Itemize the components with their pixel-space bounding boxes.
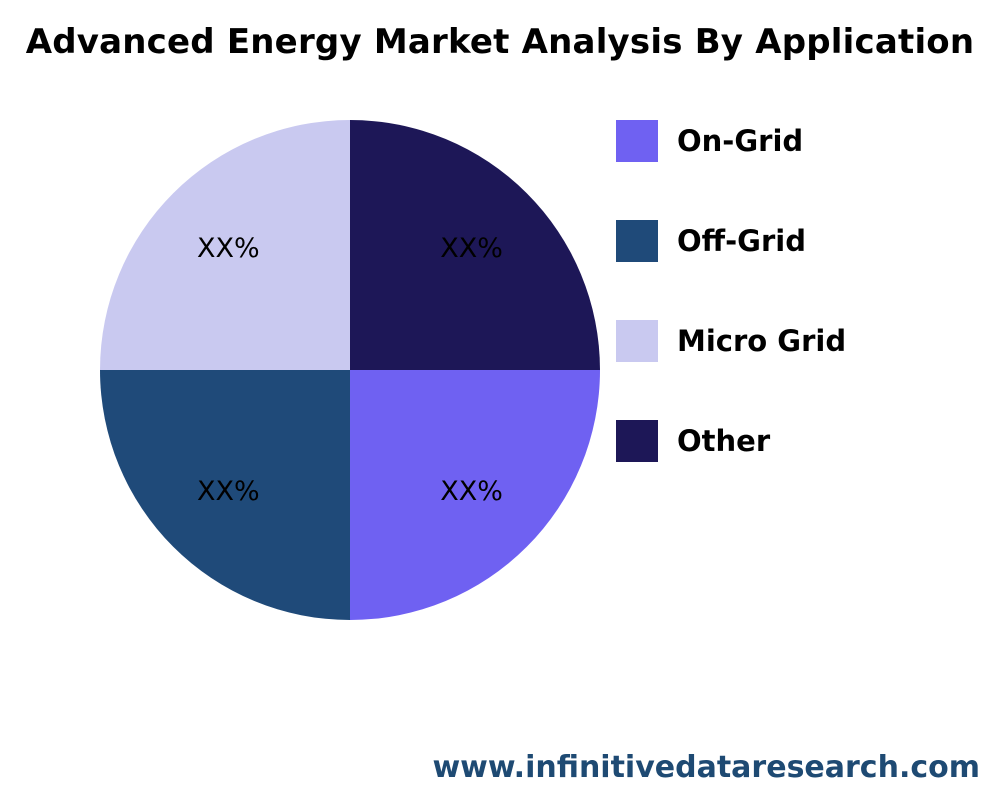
pie-slice-off-grid — [100, 370, 350, 620]
legend-swatch-micro-grid — [616, 320, 658, 362]
pie-slice-label-on-grid: XX% — [440, 476, 503, 507]
pie-slice-label-other: XX% — [440, 233, 503, 264]
legend-label-other: Other — [677, 424, 771, 458]
legend-item-other: Other — [616, 420, 770, 462]
legend-item-micro-grid: Micro Grid — [616, 320, 846, 362]
legend-label-off-grid: Off-Grid — [677, 224, 806, 258]
legend-label-micro-grid: Micro Grid — [677, 324, 847, 358]
chart-title: Advanced Energy Market Analysis By Appli… — [25, 22, 975, 62]
legend-item-on-grid: On-Grid — [616, 120, 803, 162]
legend-item-off-grid: Off-Grid — [616, 220, 806, 262]
legend-swatch-off-grid — [616, 220, 658, 262]
pie-slice-other — [350, 120, 600, 370]
pie-slice-on-grid — [350, 370, 600, 620]
legend-swatch-other — [616, 420, 658, 462]
legend-label-on-grid: On-Grid — [677, 124, 804, 158]
pie-slice-label-off-grid: XX% — [197, 476, 260, 507]
website-link[interactable]: www.infinitivedataresearch.com — [432, 750, 980, 785]
pie-slice-micro-grid — [100, 120, 350, 370]
pie-slice-label-micro-grid: XX% — [197, 233, 260, 264]
legend-swatch-on-grid — [616, 120, 658, 162]
